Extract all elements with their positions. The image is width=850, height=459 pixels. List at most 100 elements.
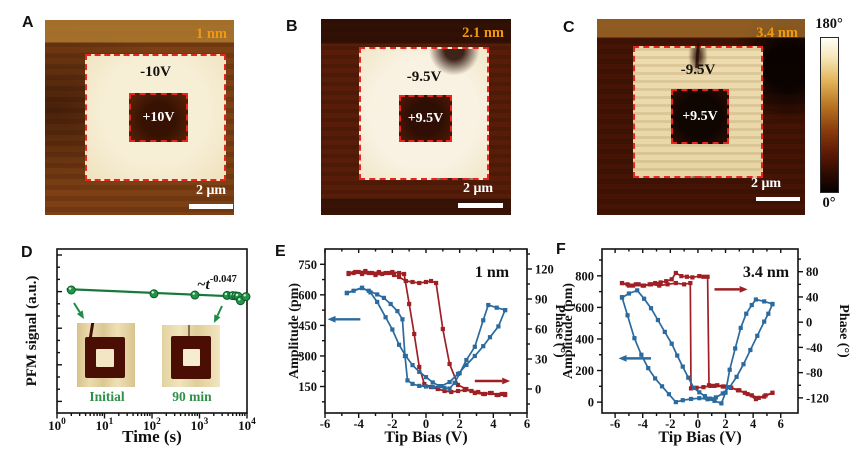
panel-e-chart: -6 -4 -2 0 2 4 6 150 300 450 600 750 0 30 60 90 120 Tip B… — [287, 248, 567, 446]
f-amplitude-inner — [621, 289, 774, 400]
x-axis-title: Tip Bias (V) — [384, 429, 467, 446]
x-tick-label: -6 — [610, 417, 620, 431]
left-tick-label: 300 — [298, 349, 317, 363]
x-tick-label: 6 — [524, 417, 530, 431]
written-square-ring-initial — [85, 337, 125, 378]
right-tick-label: 0 — [535, 383, 541, 397]
outer-voltage-label-b: -9.5V — [406, 69, 442, 85]
pfm-data-point — [241, 292, 251, 302]
panel-letter-a: A — [22, 14, 34, 31]
right-tick-label: 80 — [806, 265, 819, 279]
right-tick-label: 0 — [806, 316, 812, 330]
panel-letter-f: F — [556, 241, 566, 258]
inset-label-initial: Initial — [89, 389, 125, 404]
x-axis-title: Tip Bias (V) — [658, 429, 741, 446]
x-tick-label: 104 — [238, 417, 256, 433]
outer-voltage-label-c: -9.5V — [680, 62, 716, 78]
left-tick-label: 200 — [575, 364, 594, 378]
scale-bar-a — [189, 204, 233, 209]
x-tick-label: -4 — [353, 417, 364, 431]
left-tick-label: 450 — [298, 319, 317, 333]
inner-voltage-label-c: +9.5V — [682, 108, 718, 124]
x-tick-label: -2 — [665, 417, 675, 431]
left-tick-label: 0 — [588, 396, 594, 410]
written-region-b: -9.5V +9.5V — [359, 47, 489, 180]
thickness-title: 3.4 nm — [743, 264, 790, 281]
x-tick-label: 4 — [490, 417, 497, 431]
right-tick-label: -80 — [806, 366, 823, 380]
phase-colorbar — [820, 37, 839, 193]
x-tick-label: 2 — [457, 417, 463, 431]
inner-square-90min — [183, 349, 200, 366]
pfm-data-point — [222, 290, 232, 300]
pfm-data-point — [236, 296, 246, 306]
left-axis-title: Amplitude (pm) — [287, 283, 302, 379]
x-tick-label: -2 — [387, 417, 397, 431]
panel-d-chart: 100 101 102 103 104 Time (s) PFM signal (a.u.)… — [24, 248, 256, 446]
scale-bar-label-a: 2 μm — [195, 183, 227, 198]
inner-voltage-label-a: +10V — [142, 109, 175, 125]
inner-region-b: +9.5V — [399, 95, 452, 142]
inner-voltage-label-b: +9.5V — [407, 110, 444, 126]
left-tick-label: 400 — [575, 332, 594, 346]
x-tick-label: 103 — [191, 417, 209, 433]
right-axis-title: Phase (°) — [552, 304, 567, 358]
left-tick-label: 800 — [575, 269, 594, 283]
e-phase-forward — [348, 271, 506, 396]
pfm-image-a: 1 nm -10V +10V 2 μm — [45, 20, 234, 215]
pfm-data-point — [149, 289, 159, 299]
written-region-c: -9.5V +9.5V — [633, 46, 763, 178]
pfm-inset-initial — [77, 323, 135, 387]
film-thickness-label-a: 1 nm — [195, 26, 227, 42]
written-square-ring-90min — [171, 336, 211, 379]
scale-bar-label-c: 2 μm — [750, 176, 782, 191]
right-tick-label: -40 — [806, 341, 823, 355]
film-thickness-label-b: 2.1 nm — [462, 25, 504, 41]
right-tick-label: 40 — [806, 290, 819, 304]
inset-label-90min: 90 min — [172, 389, 212, 404]
right-tick-label: 60 — [535, 323, 548, 337]
colorbar-min-label: 0° — [822, 195, 836, 211]
x-tick-label: 101 — [96, 417, 114, 433]
y-axis-title: PFM signal (a.u.) — [24, 276, 40, 387]
x-tick-label: 6 — [778, 417, 784, 431]
film-thickness-label-c: 3.4 nm — [756, 25, 798, 41]
colorbar-max-label: 180° — [815, 16, 843, 32]
right-axis-title: Phase (°) — [836, 304, 850, 358]
e-amplitude-reverse — [346, 287, 506, 388]
panel-letter-e: E — [275, 243, 286, 260]
right-tick-label: 90 — [535, 293, 548, 307]
pfm-data-point — [190, 290, 200, 300]
f-phase-reverse — [621, 282, 773, 399]
pfm-data-point — [228, 291, 238, 301]
scale-bar-c — [756, 197, 800, 201]
x-tick-label: -4 — [638, 417, 649, 431]
thickness-title: 1 nm — [475, 264, 510, 281]
x-axis-title: Time (s) — [122, 427, 182, 446]
f-amplitude-outer — [621, 296, 773, 405]
tip-trace-90min — [188, 325, 190, 337]
pfm-data-point — [231, 291, 241, 301]
left-tick-label: 750 — [298, 258, 317, 272]
pfm-data-point — [66, 285, 76, 295]
pfm-inset-90min — [162, 325, 220, 387]
inner-region-c: +9.5V — [671, 89, 729, 144]
outer-voltage-label-a: -10V — [140, 64, 171, 80]
x-tick-label: 4 — [750, 417, 757, 431]
decay-annotation: ~t-0.047 — [197, 274, 237, 293]
x-tick-label: 100 — [48, 417, 66, 433]
panel-letter-b: B — [286, 18, 298, 35]
scale-bar-b — [458, 203, 503, 208]
panel-letter-c: C — [563, 19, 575, 36]
pfm-image-b: 2.1 nm -9.5V +9.5V 2 μm — [321, 19, 511, 215]
left-tick-label: 600 — [575, 301, 594, 315]
panel-letter-d: D — [21, 244, 33, 261]
inner-square-initial — [96, 349, 114, 367]
x-tick-label: -6 — [320, 417, 330, 431]
right-tick-label: 120 — [535, 263, 554, 277]
x-tick-label: 2 — [722, 417, 728, 431]
e-phase-reverse — [348, 270, 506, 396]
inner-region-a: +10V — [129, 93, 188, 142]
